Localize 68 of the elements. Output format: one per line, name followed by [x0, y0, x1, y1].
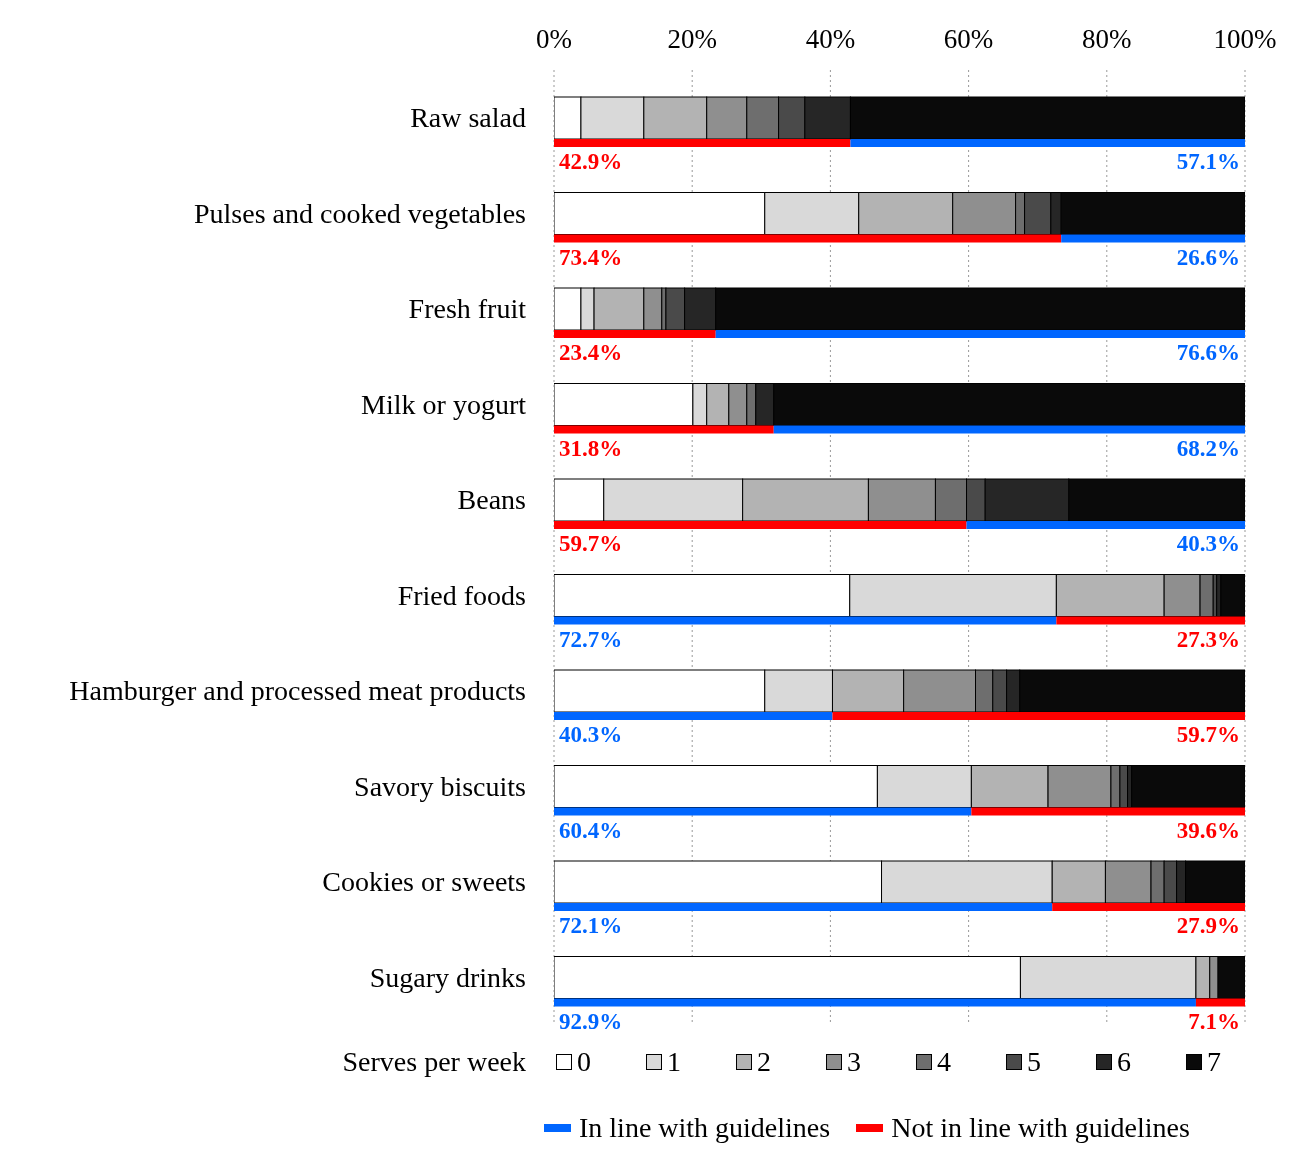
data-label: 42.9% [559, 149, 623, 174]
y-tick-label: Milk or yogurt [361, 388, 527, 420]
data-label: 40.3% [1176, 531, 1240, 556]
bar [554, 425, 774, 434]
bar [715, 330, 1245, 338]
bar [832, 712, 1245, 720]
bar [554, 998, 1196, 1007]
legend-title: Serves per week [341, 1046, 526, 1078]
legend-label: 0 [577, 1046, 591, 1078]
data-label: 92.9% [559, 1008, 623, 1034]
legend-label: Not in line with guidelines [891, 1112, 1190, 1144]
legend-label: In line with guidelines [579, 1112, 831, 1144]
x-tick-label: 60% [943, 24, 994, 54]
data-label: 68.2% [1176, 435, 1240, 461]
data-label: 59.7% [1176, 722, 1240, 747]
data-label: 72.7% [559, 626, 623, 652]
bar [1061, 234, 1245, 243]
y-tick-label: Sugary drinks [369, 961, 526, 993]
x-tick-label: 0% [536, 24, 572, 54]
x-tick-label: 80% [1082, 24, 1132, 54]
y-tick-label: Beans [457, 484, 526, 516]
bar [554, 807, 972, 816]
legend-label: 3 [847, 1046, 861, 1078]
y-tick-label: Fresh fruit [408, 293, 527, 325]
bar [1220, 574, 1245, 617]
y-tick-label: Savory biscuits [354, 770, 526, 802]
bar [773, 425, 1245, 434]
data-label: 23.4% [559, 340, 623, 365]
legend-label: 4 [937, 1046, 951, 1078]
y-tick-label: Raw salad [410, 102, 526, 134]
bar [554, 903, 1053, 911]
bar [971, 807, 1245, 816]
bar [554, 521, 967, 529]
y-tick-label: Cookies or sweets [322, 866, 526, 898]
legend-label: 5 [1027, 1046, 1041, 1078]
data-label: 31.8% [559, 435, 623, 461]
bar [1195, 998, 1245, 1007]
bar [966, 521, 1245, 529]
data-label: 39.6% [1176, 817, 1240, 843]
bar [554, 234, 1062, 243]
data-label: 57.1% [1176, 149, 1240, 174]
legend-label: 2 [757, 1046, 771, 1078]
bar [554, 616, 1057, 625]
bar [1052, 903, 1245, 911]
y-tick-label: Fried foods [397, 579, 526, 611]
legend-label: 6 [1117, 1046, 1131, 1078]
data-label: 73.4% [559, 244, 623, 270]
bar [554, 712, 833, 720]
bar [1056, 616, 1245, 625]
x-tick-label: 40% [805, 24, 856, 54]
bar [554, 330, 716, 338]
data-label: 27.3% [1176, 626, 1240, 652]
data-label: 40.3% [559, 722, 623, 747]
y-tick-label: Hamburger and processed meat products [69, 675, 526, 707]
data-label: 59.7% [559, 531, 623, 556]
data-label: 72.1% [559, 913, 623, 938]
bar [554, 139, 851, 147]
data-label: 26.6% [1176, 244, 1240, 270]
data-label: 7.1% [1188, 1008, 1240, 1034]
legend-label: 1 [667, 1046, 681, 1078]
data-label: 76.6% [1176, 340, 1240, 365]
data-label: 60.4% [559, 817, 623, 843]
x-tick-label: 100% [1213, 24, 1277, 54]
y-tick-label: Pulses and cooked vegetables [193, 197, 526, 229]
x-tick-label: 20% [667, 24, 717, 54]
legend-label: 7 [1207, 1046, 1221, 1078]
bar [850, 139, 1245, 147]
data-label: 27.9% [1176, 913, 1240, 938]
